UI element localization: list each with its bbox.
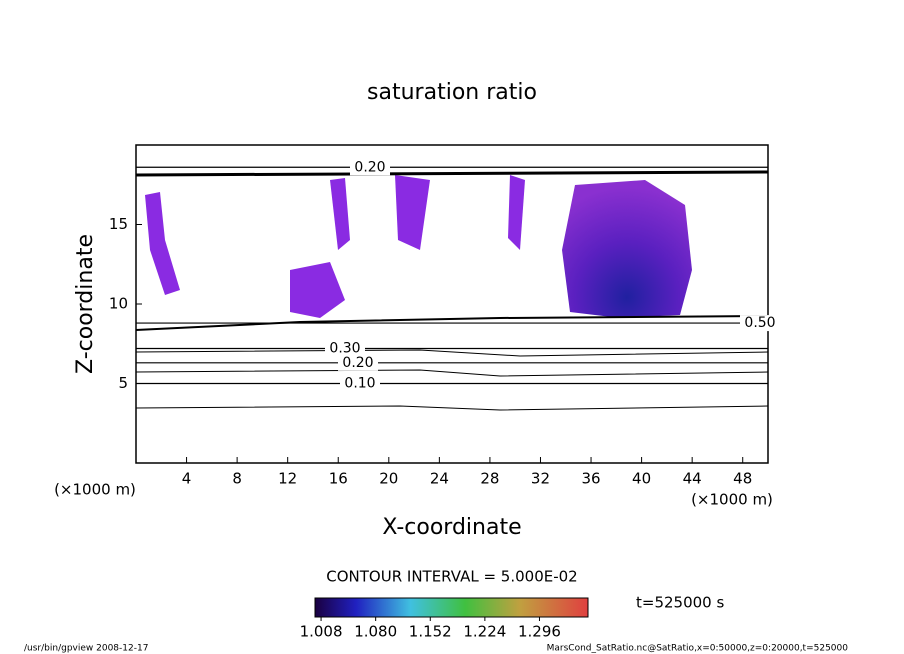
contour-interval: CONTOUR INTERVAL = 5.000E-02 [326, 568, 577, 586]
contour-label: 0.20 [354, 159, 385, 175]
decor-contours [135, 170, 769, 411]
x-tick-label: 24 [430, 470, 449, 488]
contour-label: 0.30 [329, 341, 360, 357]
colorbar-tick-label: 1.296 [518, 623, 561, 641]
x-tick-label: 4 [182, 470, 192, 488]
colorbar [314, 597, 589, 618]
x-tick-label: 48 [733, 470, 752, 488]
y-tick-label: 5 [118, 374, 128, 392]
x-tick-label: 12 [278, 470, 297, 488]
footer-right: MarsCond_SatRatio.nc@SatRatio,x=0:50000,… [547, 644, 849, 654]
filled-regions [145, 175, 692, 318]
y-unit: (×1000 m) [54, 481, 136, 499]
contour-label: 0.10 [344, 376, 375, 392]
colorbar-tick-label: 1.008 [300, 623, 343, 641]
x-tick-label: 28 [480, 470, 499, 488]
x-tick-label: 8 [232, 470, 242, 488]
colorbar-tick-label: 1.080 [354, 623, 397, 641]
contour-label-bg [740, 315, 780, 332]
contour-label-bg [350, 159, 390, 176]
x-unit: (×1000 m) [691, 491, 773, 509]
x-tick-label: 40 [632, 470, 651, 488]
contour-label: 0.50 [744, 315, 775, 331]
x-tick-label: 20 [379, 470, 398, 488]
x-tick-label: 16 [329, 470, 348, 488]
contour-label-bg [325, 340, 365, 357]
colorbar-tick-label: 1.152 [409, 623, 452, 641]
y-tick-label: 15 [109, 215, 128, 233]
x-axis-title: X-coordinate [382, 515, 521, 540]
x-tick-label: 32 [531, 470, 550, 488]
contour-label-bg [338, 354, 378, 371]
y-tick-label: 10 [109, 295, 128, 313]
y-axis-title: Z-coordinate [73, 234, 98, 374]
colorbar-tick-label: 1.224 [463, 623, 506, 641]
contour-label-bg [340, 375, 380, 392]
time-label: t=525000 s [636, 594, 724, 612]
contour-label: 0.20 [342, 355, 373, 371]
x-tick-label: 44 [683, 470, 702, 488]
x-tick-label: 36 [581, 470, 600, 488]
chart-title: saturation ratio [367, 80, 537, 105]
footer-left: /usr/bin/gpview 2008-12-17 [24, 644, 148, 654]
